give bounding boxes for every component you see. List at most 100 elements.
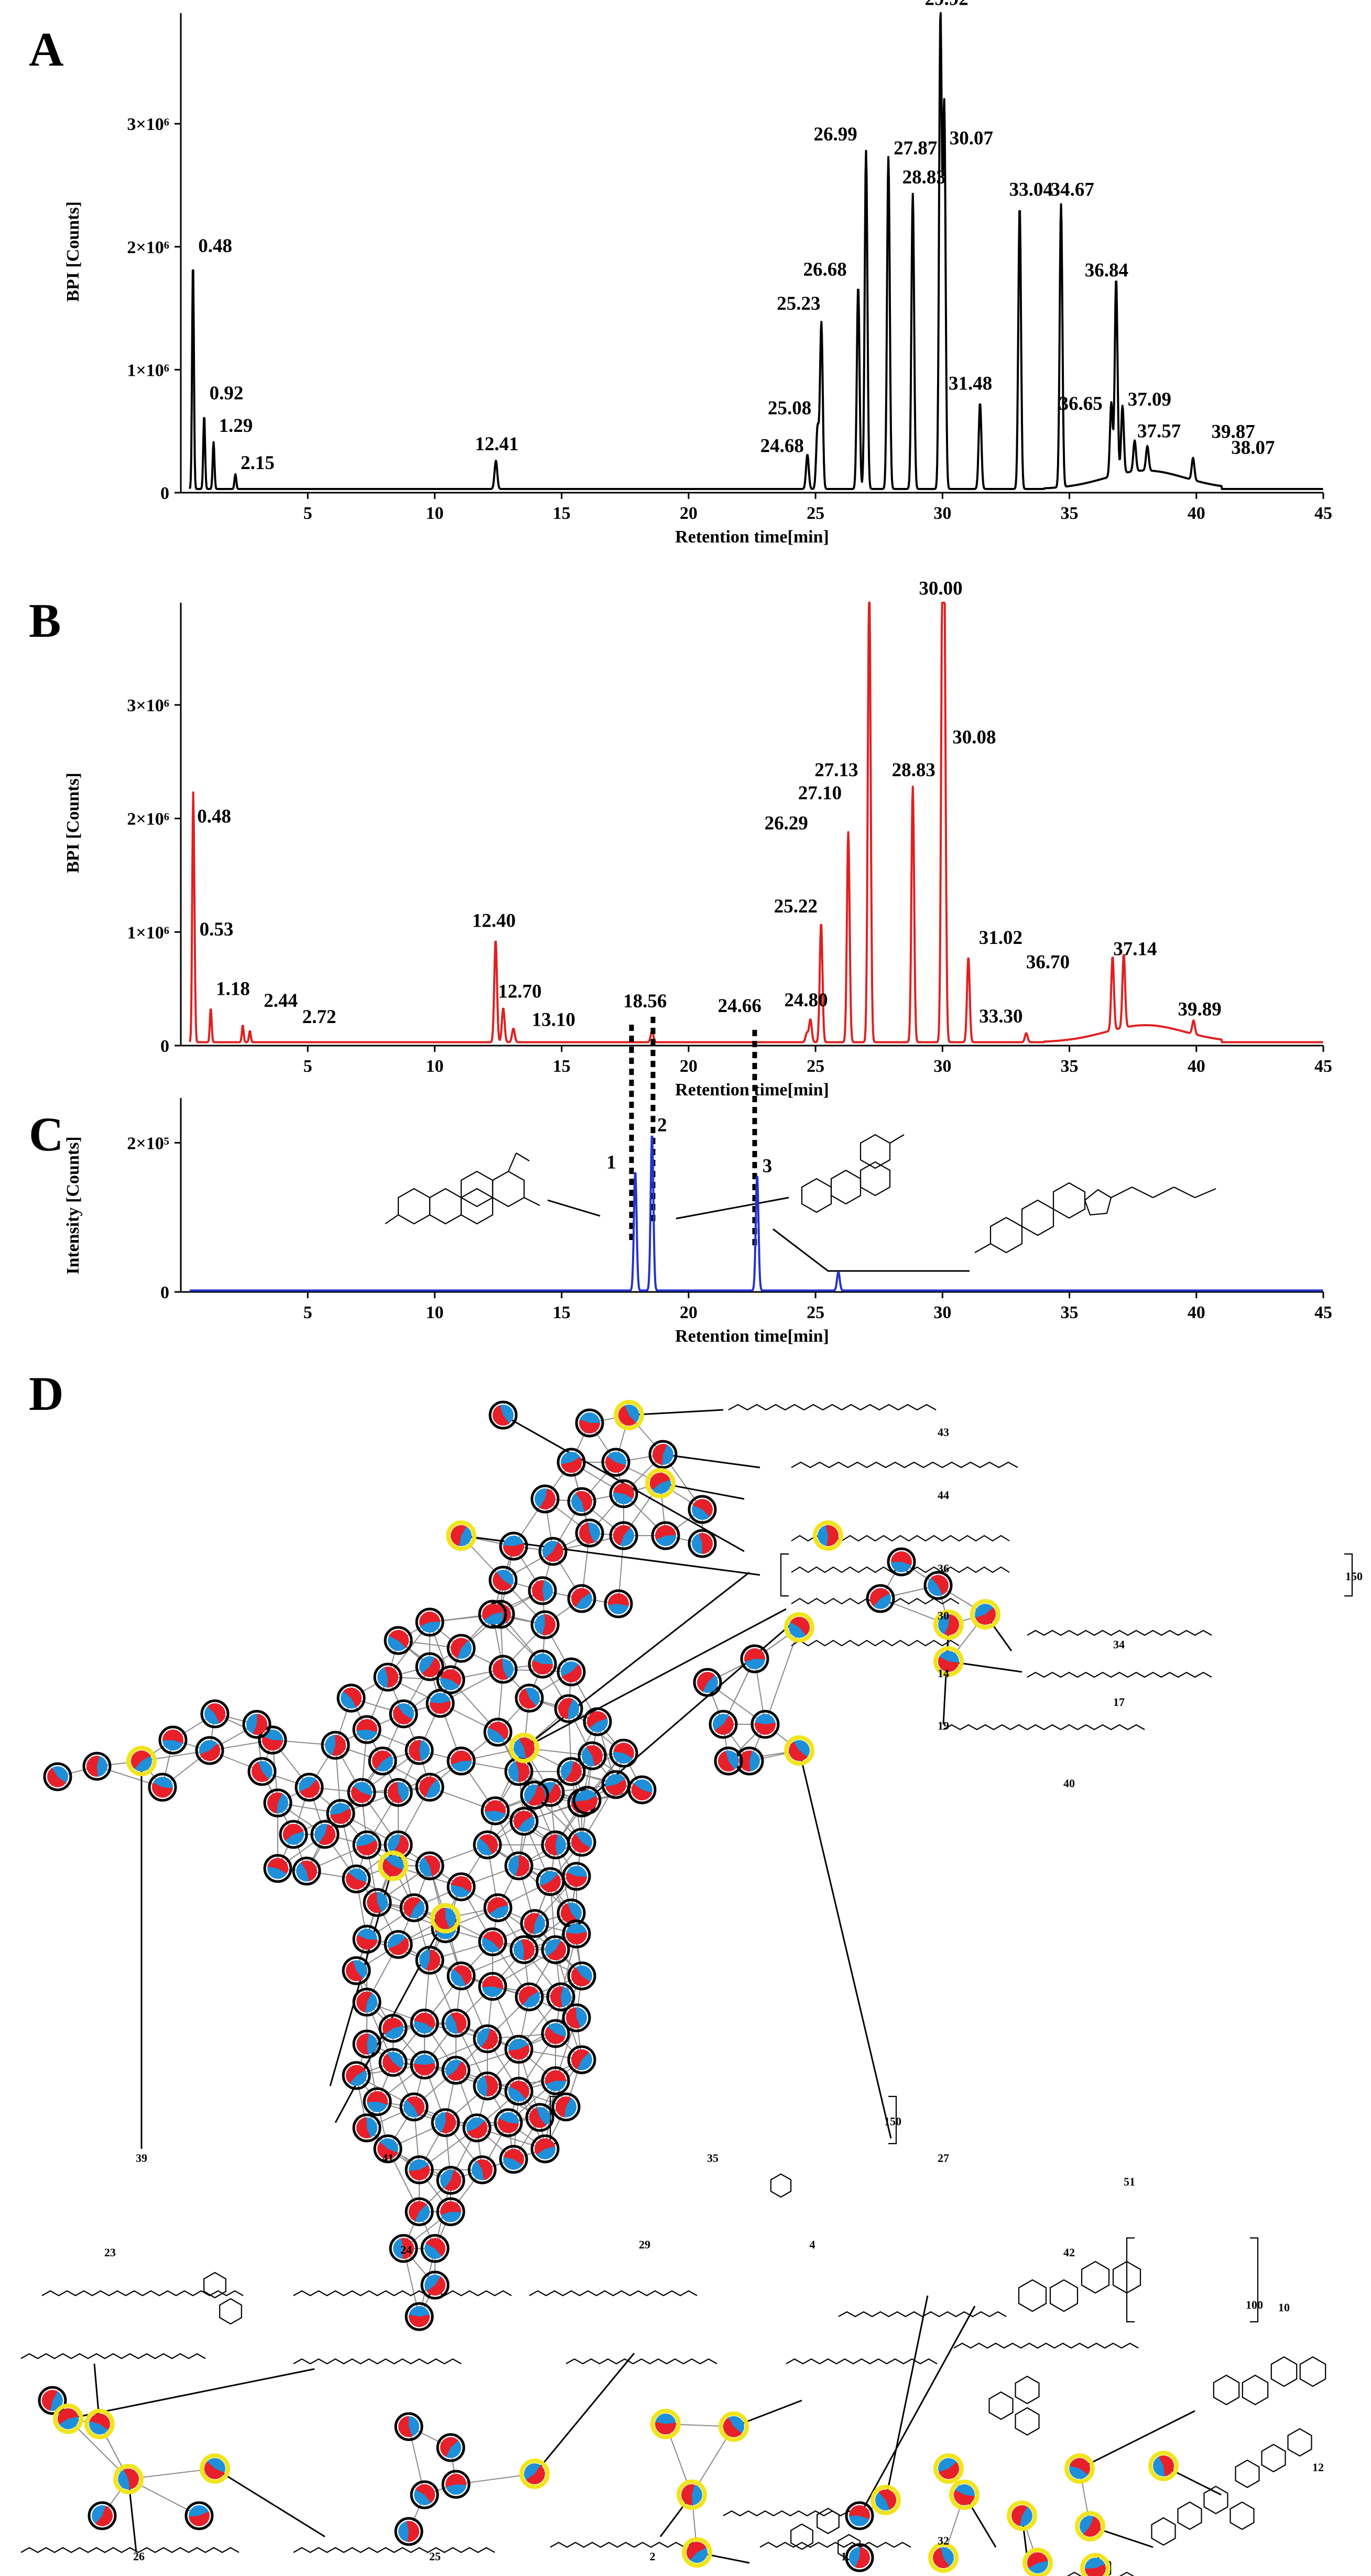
node-ring: [399, 1893, 429, 1922]
node-ring: [504, 2077, 534, 2106]
network-edge: [340, 1813, 357, 1879]
network-edge: [754, 1658, 766, 1725]
network-node: [693, 1668, 722, 1697]
x-tick-label-a: 30: [933, 504, 951, 523]
node-fill-red: [540, 1874, 561, 1892]
y-tick-label-a: 0: [160, 484, 169, 503]
network-node: [494, 2108, 523, 2137]
node-fill-red: [723, 2417, 742, 2438]
network-nodes: [38, 1400, 1179, 2576]
network-edge: [524, 1821, 551, 1882]
network-node: [447, 1961, 476, 1991]
network-node: [651, 1521, 680, 1550]
node-ring: [378, 2014, 408, 2043]
node-ring: [410, 2480, 439, 2509]
x-tick-label-c: 20: [680, 1303, 698, 1322]
node-fill-red: [718, 1751, 735, 1772]
node-fill-red: [123, 2469, 139, 2490]
network-node: [509, 1807, 539, 1836]
compound-id-label: 23: [104, 2246, 116, 2259]
node-ring: [509, 1807, 539, 1836]
node-ring: [509, 1935, 539, 1964]
node-ring: [845, 2543, 874, 2572]
network-edge: [429, 1960, 456, 2024]
node-ring: [462, 2113, 492, 2143]
network-node: [541, 1830, 570, 1860]
network-node: [258, 1725, 287, 1755]
network-edge: [518, 1996, 561, 2050]
node-fill-red: [890, 1551, 912, 1566]
node-ring: [714, 1746, 743, 1776]
peak-label-a: 1.29: [219, 415, 253, 437]
peak-label-b: 33.30: [979, 1006, 1022, 1027]
node-ring: [352, 1830, 382, 1860]
network-edge: [387, 2122, 446, 2149]
node-fill-red: [939, 2462, 960, 2480]
node-ring: [562, 2003, 591, 2032]
node-fill-red: [481, 2028, 498, 2050]
node-ring: [415, 1652, 444, 1681]
network-edge: [597, 1721, 616, 1785]
node-fill-red: [755, 1722, 776, 1735]
node-fill-red: [41, 2389, 58, 2411]
network-node: [483, 1893, 513, 1922]
node-fill-red: [605, 1779, 626, 1796]
ring-structure: [1261, 2443, 1286, 2473]
network-node: [583, 1707, 612, 1736]
x-axis-label-c: Retention time[min]: [675, 1327, 829, 1346]
network-edge: [518, 2049, 582, 2060]
node-ring: [933, 1646, 964, 1677]
peak-label-a: 37.09: [1128, 389, 1171, 410]
network-node: [750, 1710, 780, 1739]
peak-label-b: 18.56: [623, 991, 667, 1012]
network-node: [38, 2386, 67, 2415]
peak-label-b: 2.72: [302, 1006, 336, 1028]
node-ring: [519, 2459, 550, 2489]
network-node: [43, 1762, 72, 1791]
node-fill-red: [738, 1750, 753, 1771]
network-node: [554, 1694, 583, 1723]
network-node: [784, 1735, 814, 1766]
network-node: [541, 2066, 570, 2095]
node-fill-red: [571, 1833, 591, 1853]
network-node: [352, 1987, 382, 2017]
network-node: [536, 1867, 565, 1896]
panel-label-d: D: [29, 1367, 63, 1420]
network-edge: [765, 1627, 800, 1725]
network-node: [368, 1746, 397, 1776]
y-tick-label-a: 1×10⁶: [127, 361, 169, 380]
bracket-right: [1344, 1553, 1353, 1597]
node-ring: [923, 1571, 953, 1600]
connector-line: [586, 1618, 797, 1801]
node-fill-red: [451, 1876, 472, 1893]
node-fill-red: [938, 1656, 959, 1672]
network-node: [478, 1972, 507, 2001]
bracket-right: [1250, 2237, 1259, 2323]
network-node: [575, 1408, 604, 1438]
node-fill-red: [267, 1857, 288, 1874]
network-edge: [387, 2148, 420, 2212]
ring-structure: [1299, 2356, 1326, 2387]
network-edge: [335, 1745, 341, 1814]
node-ring: [441, 2470, 471, 2499]
network-edge: [492, 1941, 530, 1997]
node-ring: [126, 1746, 157, 1776]
network-node: [436, 1665, 465, 1694]
network-node: [326, 1799, 355, 1828]
node-fill-red: [485, 1800, 506, 1814]
network-node: [436, 2197, 465, 2226]
node-fill-red: [367, 1892, 382, 1913]
network-node: [394, 2517, 423, 2546]
peak-label-a: 26.99: [814, 124, 857, 145]
network-node: [352, 2113, 382, 2143]
x-tick-label-c: 45: [1314, 1303, 1332, 1322]
x-tick-label-a: 40: [1188, 504, 1205, 523]
network-structures: [20, 1404, 1353, 2576]
peak-label-a: 36.65: [1059, 393, 1102, 415]
network-node: [515, 1683, 544, 1713]
node-ring: [481, 1796, 510, 1825]
node-ring: [488, 1655, 518, 1684]
y-tick-label-b: 3×10⁶: [127, 696, 169, 715]
peak-label-a: 26.68: [803, 259, 846, 280]
node-ring: [651, 1521, 680, 1550]
